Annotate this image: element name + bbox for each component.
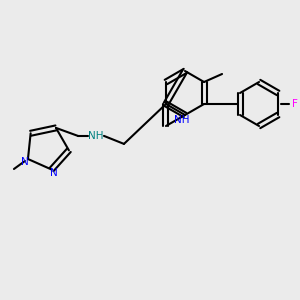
Text: N: N <box>50 167 57 178</box>
Text: NH: NH <box>88 131 104 141</box>
Text: NH: NH <box>174 115 190 125</box>
Text: F: F <box>292 99 298 109</box>
Text: N: N <box>21 157 29 167</box>
